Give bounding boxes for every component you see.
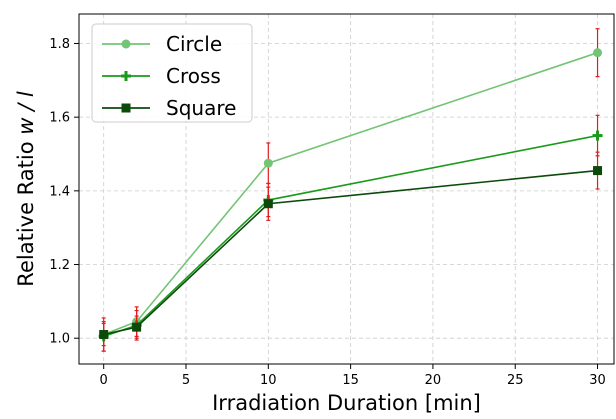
data-point: [593, 48, 603, 58]
legend-entry-circle: Circle: [102, 32, 222, 56]
plot-frame: [78, 13, 615, 365]
y-tick-label: 1.8: [49, 37, 70, 52]
data-point: [593, 166, 603, 176]
y-axis-label-main: Relative Ratio: [14, 135, 38, 287]
legend-marker: [121, 103, 131, 113]
legend: Circle Cross Square: [91, 23, 253, 123]
y-axis-label-italic: w / l: [14, 91, 38, 135]
series-square: [99, 151, 603, 347]
data-point: [263, 199, 273, 209]
data-point: [132, 322, 142, 332]
y-tick-label: 1.4: [49, 184, 70, 199]
axes: 0 5 10 15 20 25 30 1.0 1.2 1.4 1.6 1.8: [49, 37, 605, 388]
legend-entry-cross: Cross: [102, 64, 221, 88]
legend-marker: [121, 39, 131, 49]
y-tick-label: 1.6: [49, 111, 70, 126]
y-tick-label: 1.0: [49, 332, 70, 347]
series-line: [103, 169, 598, 336]
y-tick-label: 1.2: [49, 258, 70, 273]
legend-marker: [121, 71, 131, 81]
data-point: [263, 158, 273, 168]
data-point: [99, 330, 109, 340]
x-tick-label: 30: [589, 373, 606, 388]
legend-entry-square: Square: [102, 96, 236, 120]
y-axis-label: Relative Ratio w / l: [14, 91, 38, 287]
x-tick-label: 15: [342, 373, 359, 388]
x-tick-label: 10: [260, 373, 277, 388]
x-axis-label: Irradiation Duration [min]: [212, 391, 481, 415]
series-layer: [98, 28, 603, 352]
legend-box: [91, 23, 253, 123]
x-tick-label: 25: [507, 373, 524, 388]
x-tick-label: 5: [182, 373, 190, 388]
x-tick-label: 20: [425, 373, 442, 388]
series-line: [103, 51, 598, 336]
legend-label: Cross: [166, 64, 221, 88]
data-point: [592, 130, 603, 141]
x-tick-label: 0: [100, 373, 108, 388]
legend-label: Square: [166, 96, 236, 120]
legend-label: Circle: [166, 32, 222, 56]
